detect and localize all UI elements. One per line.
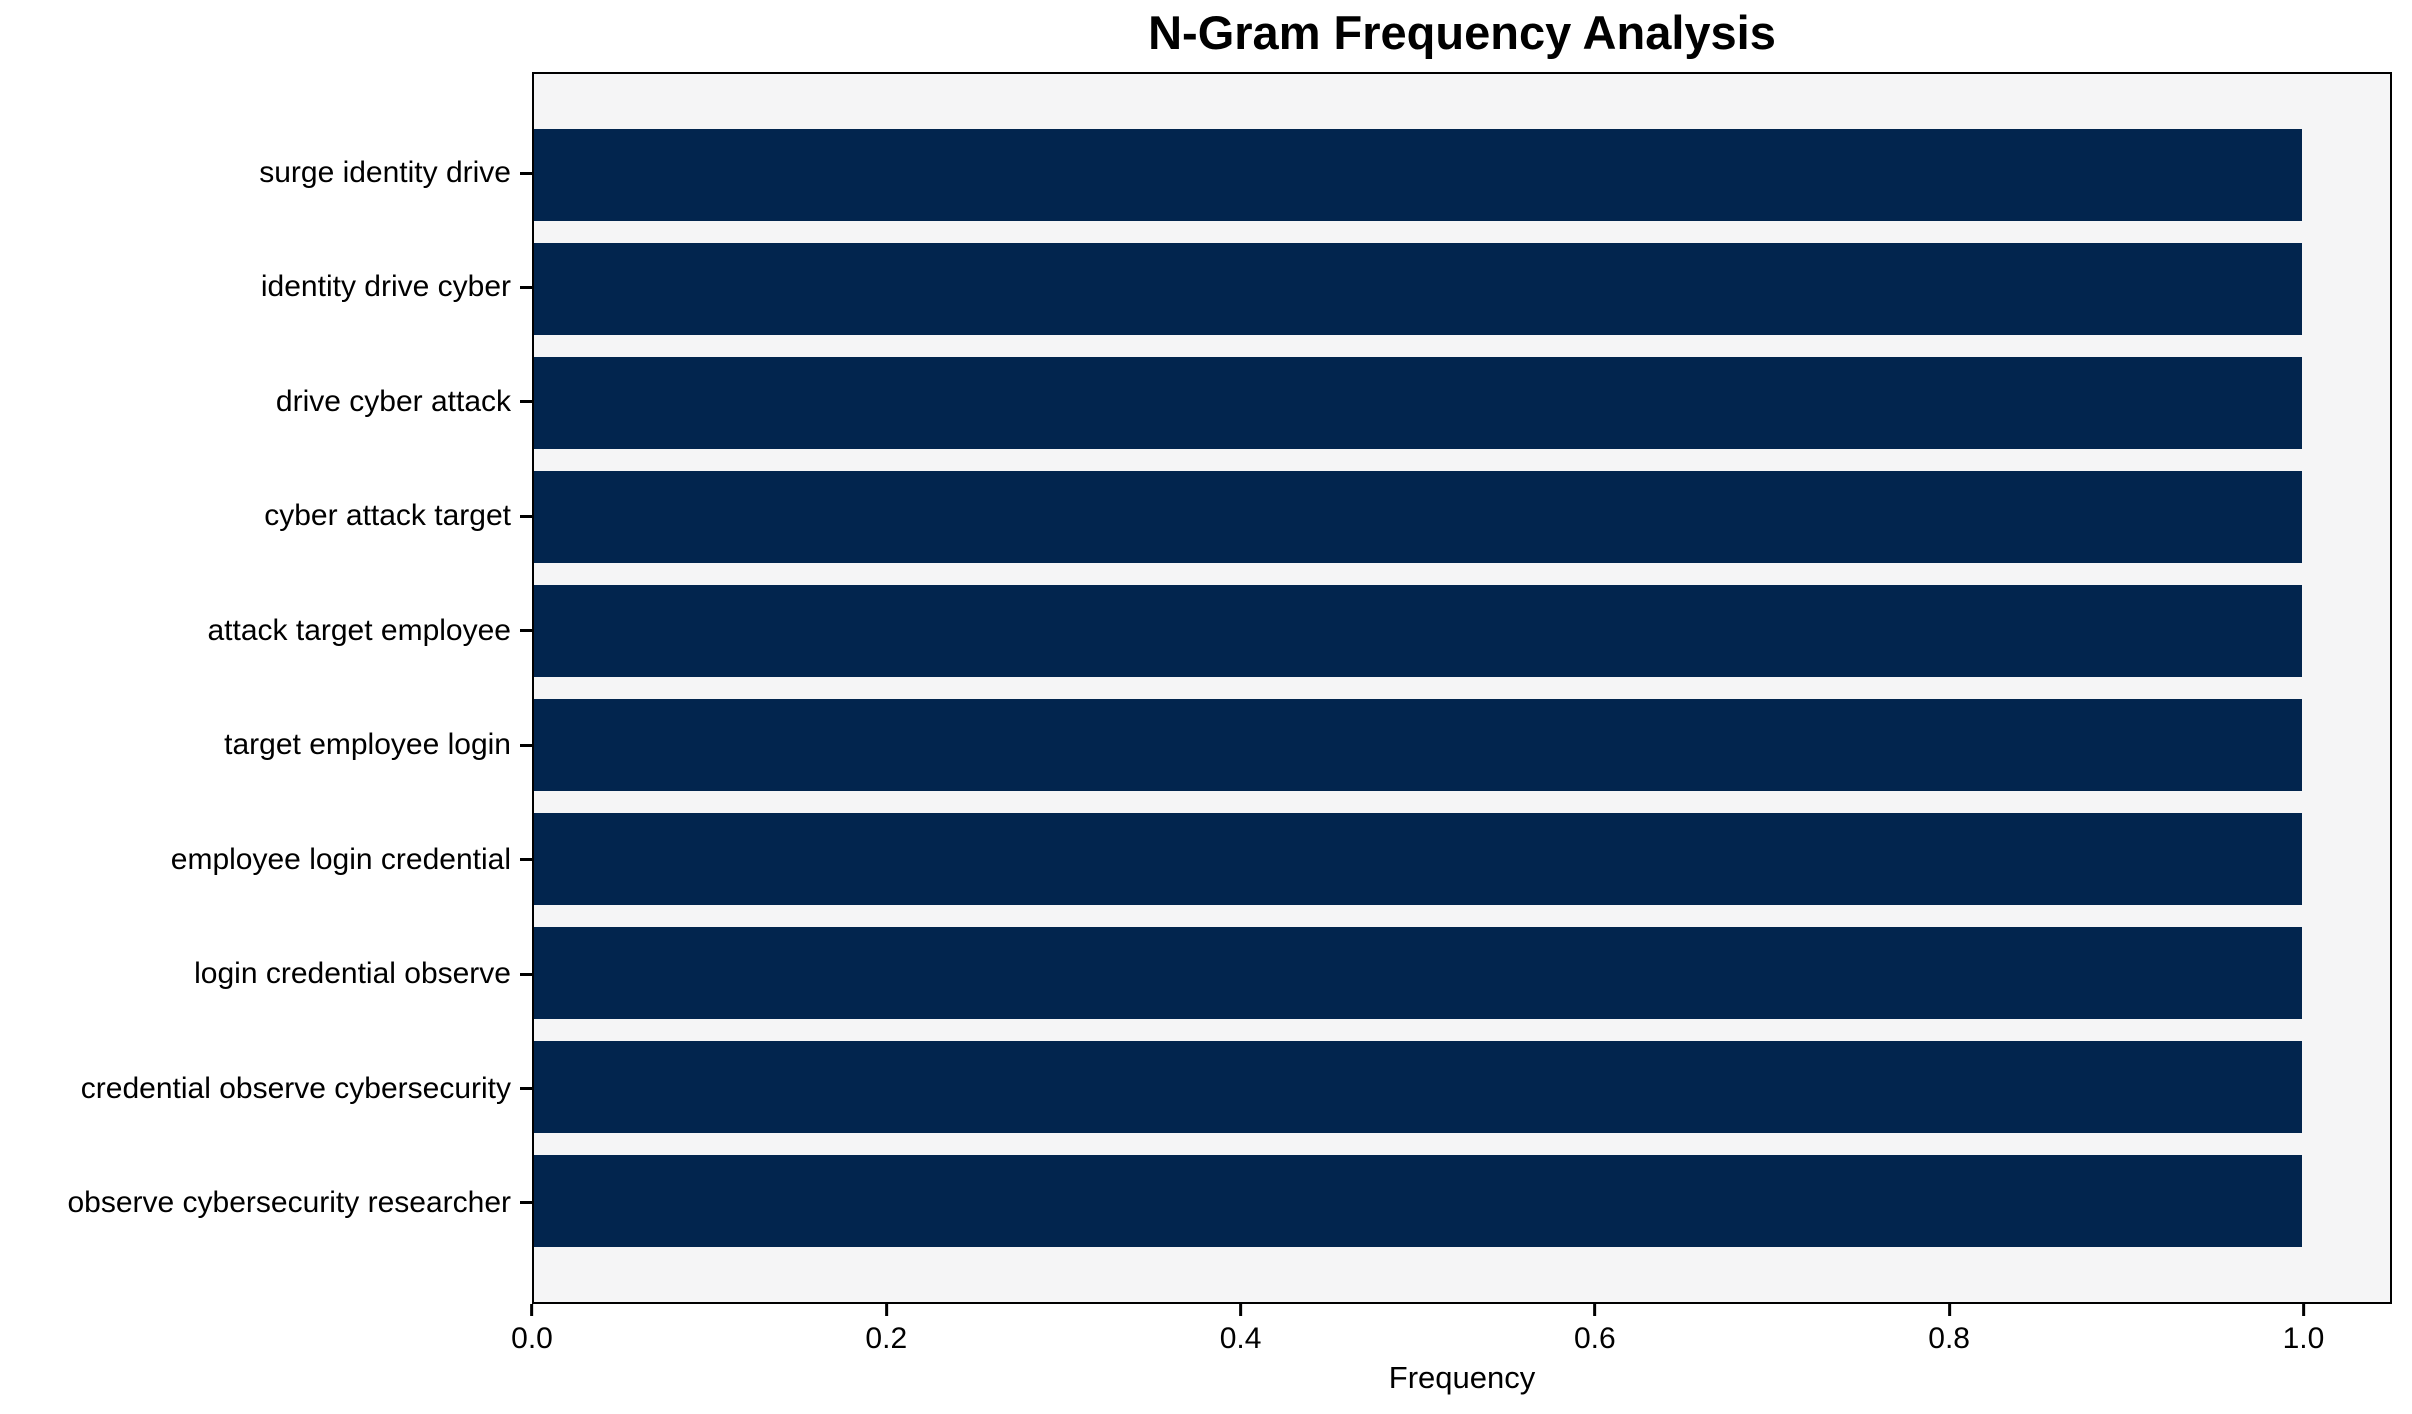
y-tick-label: surge identity drive <box>259 156 511 189</box>
bar-4 <box>534 585 2302 677</box>
y-label-row-6: employee login credential <box>0 814 532 906</box>
bar-8 <box>534 1041 2302 1133</box>
bar-1 <box>534 243 2302 335</box>
x-tick-mark <box>2301 1304 2305 1316</box>
x-axis-title: Frequency <box>1388 1360 1536 1395</box>
y-label-row-2: drive cyber attack <box>0 356 532 448</box>
y-tick-mark <box>520 171 532 175</box>
y-label-row-0: surge identity drive <box>0 127 532 219</box>
y-tick-label: employee login credential <box>170 842 511 876</box>
y-tick-mark <box>520 972 532 976</box>
y-tick-label: target employee login <box>224 728 511 762</box>
x-tick-0.6: 0.6 <box>1574 1304 1616 1356</box>
plot-area <box>532 72 2392 1304</box>
bar-9 <box>534 1155 2302 1247</box>
x-tick-1.0: 1.0 <box>2282 1304 2325 1356</box>
bar-5 <box>534 699 2302 791</box>
x-tick-0.0: 0.0 <box>511 1304 553 1356</box>
x-tick-label: 0.8 <box>1928 1322 1970 1355</box>
bar-3 <box>534 471 2302 563</box>
y-tick-label: attack target employee <box>207 613 511 647</box>
x-tick-label: 1.0 <box>2282 1322 2325 1355</box>
y-tick-mark <box>520 514 532 518</box>
y-label-row-8: credential observe cybersecurity <box>0 1043 532 1135</box>
y-tick-label: observe cybersecurity researcher <box>67 1185 511 1219</box>
bars-layer <box>534 74 2390 1302</box>
y-label-row-7: login credential observe <box>0 928 532 1020</box>
y-label-row-3: cyber attack target <box>0 470 532 562</box>
y-label-row-9: observe cybersecurity researcher <box>0 1157 532 1249</box>
y-tick-mark <box>520 1201 532 1205</box>
y-label-row-4: attack target employee <box>0 585 532 677</box>
x-tick-mark <box>1239 1304 1243 1316</box>
x-tick-mark <box>1947 1304 1951 1316</box>
x-tick-mark <box>884 1304 888 1316</box>
chart-title: N-Gram Frequency Analysis <box>1148 6 1776 59</box>
y-tick-label: credential observe cybersecurity <box>80 1071 511 1105</box>
y-tick-label: cyber attack target <box>264 499 511 533</box>
x-tick-mark <box>1593 1304 1597 1316</box>
x-tick-label: 0.2 <box>865 1322 908 1355</box>
x-axis: Frequency 0.0 0.2 0.4 0.6 0.8 1.0 <box>511 1304 2392 1414</box>
y-tick-mark <box>520 400 532 404</box>
x-tick-0.4: 0.4 <box>1219 1304 1262 1356</box>
y-tick-mark <box>520 285 532 289</box>
y-tick-label: login credential observe <box>194 957 511 991</box>
x-tick-0.8: 0.8 <box>1928 1304 1970 1356</box>
bar-6 <box>534 813 2302 905</box>
x-tick-0.2: 0.2 <box>865 1304 907 1356</box>
x-tick-label: 0.4 <box>1219 1322 1262 1355</box>
y-label-row-5: target employee login <box>0 699 532 791</box>
x-tick-label: 0.6 <box>1573 1322 1616 1355</box>
x-tick-label: 0.0 <box>511 1322 553 1355</box>
bar-0 <box>534 129 2302 221</box>
x-tick-mark <box>530 1304 534 1316</box>
y-label-row-1: identity drive cyber <box>0 241 532 333</box>
y-tick-mark <box>520 858 532 862</box>
y-axis-labels: surge identity drive identity drive cyber… <box>0 72 532 1304</box>
y-tick-label: drive cyber attack <box>275 384 511 418</box>
bar-7 <box>534 927 2302 1019</box>
y-tick-label: identity drive cyber <box>260 270 511 304</box>
bar-2 <box>534 357 2302 449</box>
y-tick-mark <box>520 1087 532 1090</box>
y-tick-mark <box>520 629 532 633</box>
y-tick-mark <box>520 743 532 747</box>
